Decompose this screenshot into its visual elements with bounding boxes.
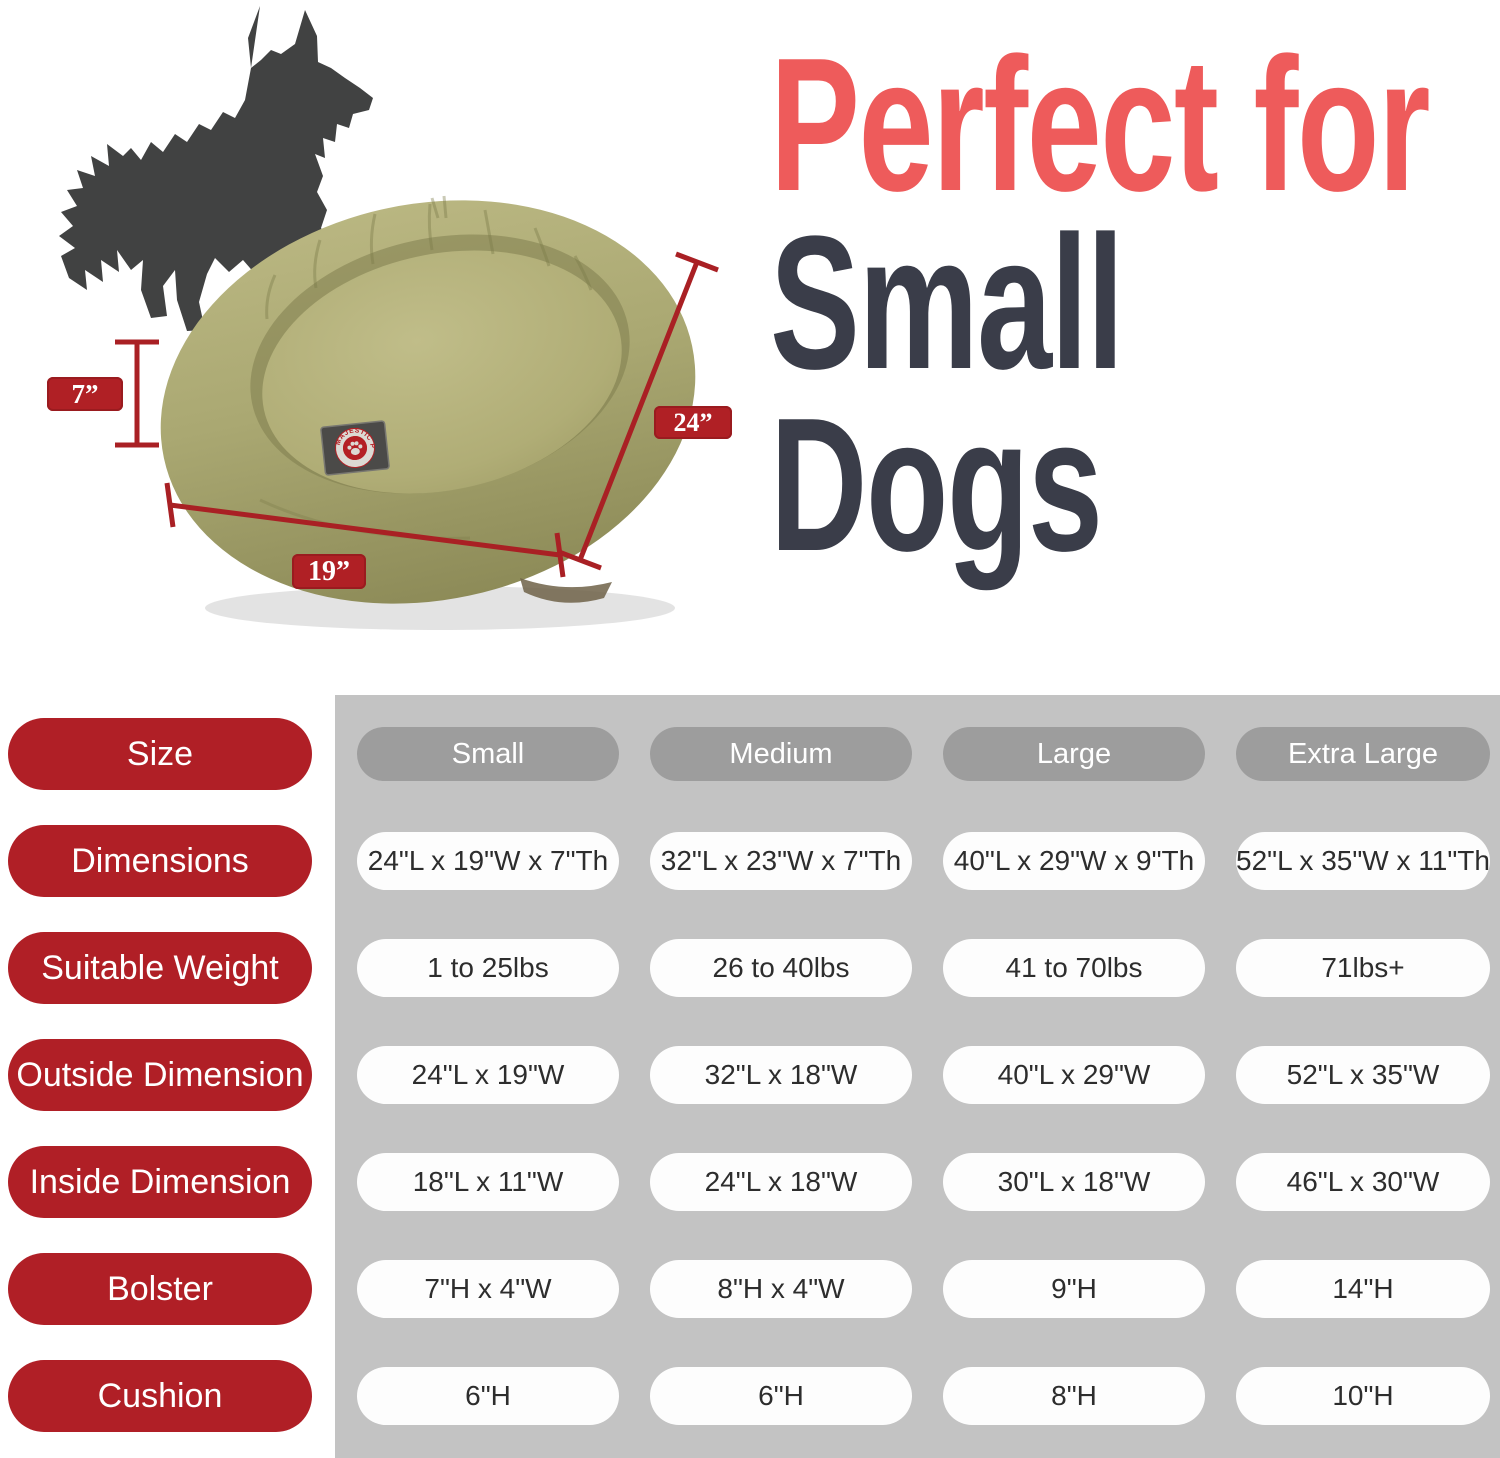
headline-perfect-for: Perfect for [770,19,1431,231]
table-cell: 30"L x 18"W [943,1153,1205,1211]
row-label-inside-dimension: Inside Dimension [8,1146,312,1218]
table-cell: 32"L x 23"W x 7"Th [650,832,912,890]
headline-small: Small [770,197,1124,409]
headline-dogs: Dogs [770,379,1103,591]
table-cell: 9"H [943,1260,1205,1318]
row-label-size: Size [8,718,312,790]
row-label-dimensions: Dimensions [8,825,312,897]
table-cell: 6"H [650,1367,912,1425]
table-cell: 52"L x 35"W [1236,1046,1490,1104]
bed-width-label: 19” [292,554,366,589]
table-cell: 8"H [943,1367,1205,1425]
column-header-large: Large [943,727,1205,781]
table-cell: 46"L x 30"W [1236,1153,1490,1211]
bolster-height-label: 7” [47,377,123,411]
table-cell: 24"L x 19"W x 7"Th [357,832,619,890]
table-cell: 10"H [1236,1367,1490,1425]
row-label-cushion: Cushion [8,1360,312,1432]
brand-tag: MAJESTIC PET [320,420,390,476]
table-cell: 26 to 40lbs [650,939,912,997]
table-cell: 24"L x 19"W [357,1046,619,1104]
row-label-outside-dimension: Outside Dimension [8,1039,312,1111]
table-cell: 18"L x 11"W [357,1153,619,1211]
table-cell: 24"L x 18"W [650,1153,912,1211]
column-header-small: Small [357,727,619,781]
table-cell: 40"L x 29"W [943,1046,1205,1104]
row-label-bolster: Bolster [8,1253,312,1325]
table-cell: 32"L x 18"W [650,1046,912,1104]
table-cell: 7"H x 4"W [357,1260,619,1318]
table-cell: 52"L x 35"W x 11"Th [1236,832,1490,890]
table-cell: 14"H [1236,1260,1490,1318]
paw-print-icon [347,441,363,455]
table-cell: 41 to 70lbs [943,939,1205,997]
bed-length-label: 24” [654,406,732,439]
table-cell: 1 to 25lbs [357,939,619,997]
table-cell: 8"H x 4"W [650,1260,912,1318]
table-cell: 71lbs+ [1236,939,1490,997]
table-cell: 6"H [357,1367,619,1425]
column-header-medium: Medium [650,727,912,781]
table-cell: 40"L x 29"W x 9"Th [943,832,1205,890]
row-label-suitable-weight: Suitable Weight [8,932,312,1004]
dog-bed-illustration: MAJESTIC PET [160,195,696,630]
column-header-extra-large: Extra Large [1236,727,1490,781]
